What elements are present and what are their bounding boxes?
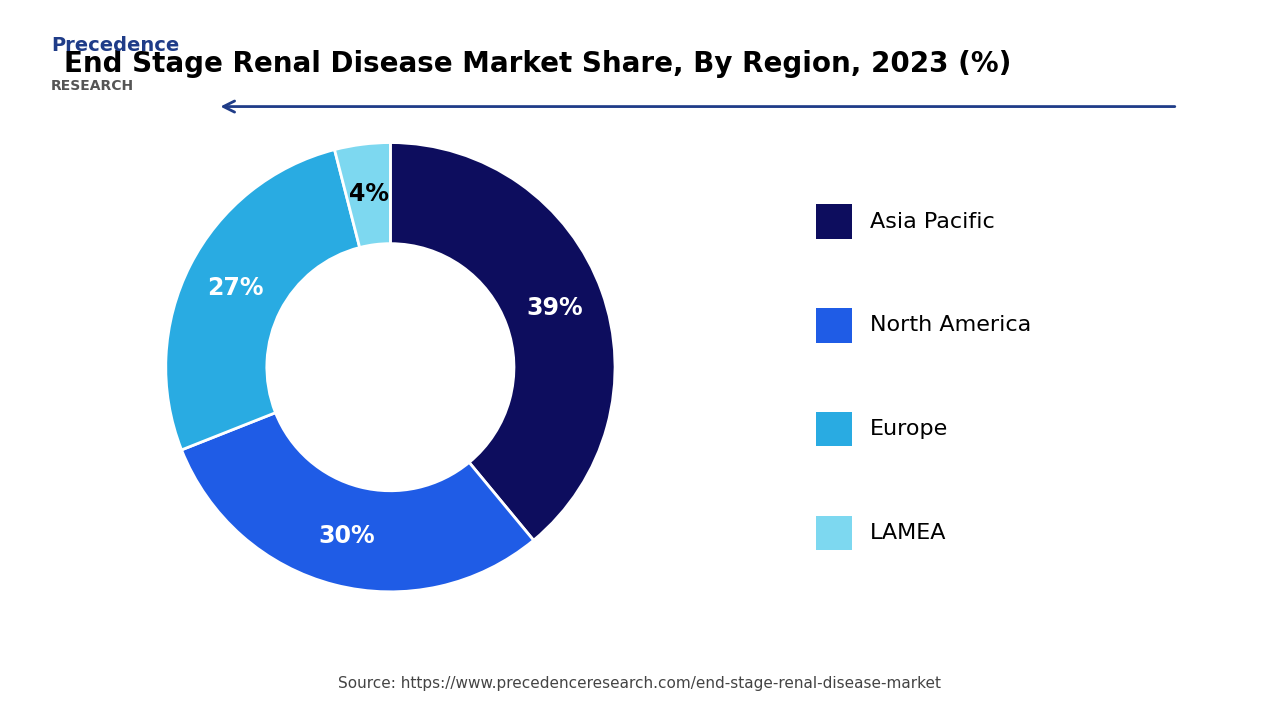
- Text: LAMEA: LAMEA: [870, 523, 946, 543]
- Text: 30%: 30%: [319, 524, 375, 548]
- Bar: [817, 204, 852, 239]
- Text: 27%: 27%: [207, 276, 264, 300]
- Wedge shape: [334, 143, 390, 248]
- Text: RESEARCH: RESEARCH: [51, 79, 134, 93]
- Text: 39%: 39%: [526, 296, 582, 320]
- Bar: [817, 516, 852, 550]
- Wedge shape: [390, 143, 614, 540]
- Text: Asia Pacific: Asia Pacific: [870, 212, 995, 232]
- Wedge shape: [182, 413, 534, 592]
- Text: Europe: Europe: [870, 419, 948, 439]
- Wedge shape: [166, 150, 360, 450]
- Bar: [817, 412, 852, 446]
- Bar: [817, 308, 852, 343]
- Text: 4%: 4%: [348, 182, 389, 207]
- Text: Precedence: Precedence: [51, 36, 179, 55]
- Text: Source: https://www.precedenceresearch.com/end-stage-renal-disease-market: Source: https://www.precedenceresearch.c…: [338, 676, 942, 691]
- Text: North America: North America: [870, 315, 1030, 336]
- Text: End Stage Renal Disease Market Share, By Region, 2023 (%): End Stage Renal Disease Market Share, By…: [64, 50, 1011, 78]
